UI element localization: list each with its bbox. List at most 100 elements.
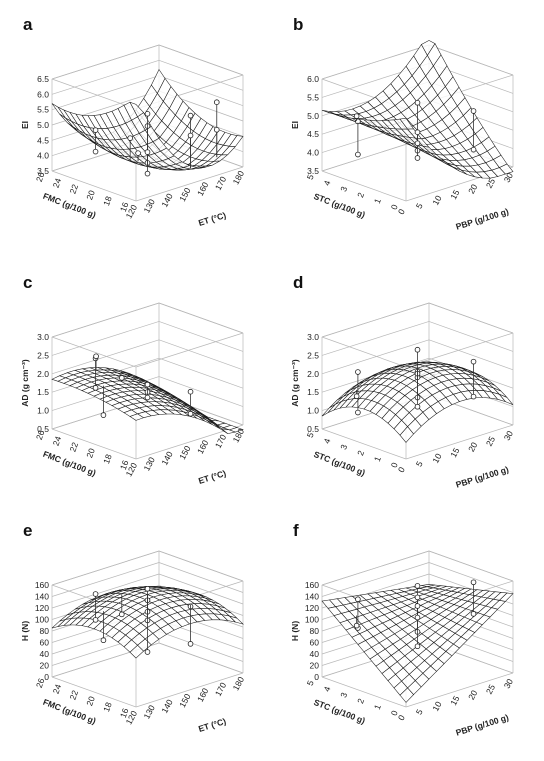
- surface-cell: [499, 394, 514, 406]
- x-tick-label: 160: [195, 180, 211, 197]
- box-edge: [158, 302, 244, 334]
- box-edge: [428, 550, 514, 582]
- z-tick-label: 4.5: [307, 129, 319, 139]
- data-point: [187, 410, 194, 417]
- data-point: [414, 583, 421, 589]
- z-tick-label: 0: [314, 672, 319, 682]
- side-gridline: [158, 75, 244, 106]
- x-tick-label: 20: [466, 440, 479, 453]
- z-axis-label: EI: [290, 121, 300, 129]
- x-tick-label: 30: [502, 429, 515, 442]
- z-tick-label: 20: [40, 661, 50, 671]
- box-edge: [51, 44, 160, 80]
- side-gridline: [158, 376, 244, 407]
- y-tick-label: 5: [305, 431, 316, 439]
- back-gridline: [51, 59, 160, 95]
- box-edge: [405, 424, 514, 460]
- x-axis-label: ET (°C): [197, 210, 227, 228]
- chart-panel-d: 0.51.01.52.02.53.005 10 15 20 25 30012345PBP …: [290, 273, 515, 490]
- data-point: [187, 132, 194, 139]
- data-points: [353, 99, 477, 161]
- box-edge: [158, 44, 244, 76]
- data-point: [355, 369, 361, 375]
- y-tick-label: 18: [101, 453, 114, 466]
- z-tick-label: 3.5: [37, 166, 49, 176]
- data-point: [355, 596, 361, 603]
- x-tick-label: 30: [502, 677, 515, 690]
- back-gridline: [321, 321, 430, 356]
- panel-letter: e: [23, 521, 32, 540]
- z-tick-label: 100: [305, 615, 319, 625]
- x-tick-label: 5: [414, 707, 425, 716]
- data-point: [353, 113, 360, 119]
- x-tick-label: 5: [414, 201, 425, 210]
- x-axis-label: PBP (g/100 g): [455, 712, 510, 738]
- y-tick-label: 0: [389, 203, 400, 211]
- z-tick-label: 0.5: [37, 424, 49, 434]
- data-point: [144, 149, 151, 155]
- x-tick-label: 20: [466, 182, 479, 195]
- box-edge: [51, 676, 137, 708]
- panel-letter: b: [293, 15, 303, 34]
- x-tick-label: 25: [484, 435, 497, 448]
- box-edge: [51, 336, 137, 368]
- surface-cell: [228, 427, 244, 433]
- data-point: [187, 641, 194, 647]
- y-tick-label: 20: [84, 447, 97, 460]
- box-edge: [51, 302, 160, 338]
- box-edge: [321, 676, 407, 708]
- z-tick-label: 3.5: [307, 166, 319, 176]
- panel-letter: c: [23, 273, 32, 292]
- y-tick-label: 24: [51, 177, 64, 190]
- back-gridline: [51, 321, 160, 356]
- response-surface: [321, 584, 514, 703]
- data-point: [187, 388, 194, 395]
- data-point: [187, 112, 194, 119]
- x-tick-label: 30: [502, 171, 515, 184]
- data-point: [355, 409, 361, 416]
- box-edge: [321, 550, 430, 586]
- data-point: [213, 127, 220, 133]
- x-tick-label: 10: [430, 452, 443, 465]
- box-edge: [321, 302, 430, 338]
- y-tick-label: 24: [51, 435, 64, 448]
- data-point: [414, 614, 421, 621]
- box-edge: [158, 642, 244, 674]
- x-tick-label: 5: [414, 459, 425, 468]
- back-gridline: [321, 339, 430, 375]
- data-point: [144, 381, 151, 388]
- box-edge: [428, 302, 514, 334]
- z-tick-label: 160: [35, 580, 49, 590]
- z-tick-label: 6.0: [37, 89, 49, 99]
- data-point: [470, 108, 477, 114]
- x-tick-label: 15: [448, 446, 461, 459]
- x-tick-label: 130: [141, 703, 157, 720]
- data-point: [93, 353, 99, 360]
- z-tick-label: 2.0: [307, 369, 319, 379]
- y-tick-label: 2: [355, 697, 366, 705]
- back-gridline: [51, 339, 160, 375]
- z-tick-label: 1.5: [37, 387, 49, 397]
- side-gridline: [158, 339, 244, 371]
- data-point: [92, 617, 99, 623]
- y-tick-label: 0: [389, 709, 400, 717]
- x-axis-label: PBP (g/100 g): [455, 464, 510, 490]
- data-point: [92, 385, 99, 391]
- surface-cell: [498, 163, 514, 175]
- z-tick-label: 60: [40, 638, 50, 648]
- data-point: [353, 622, 360, 629]
- data-point: [353, 393, 360, 400]
- x-tick-label: 25: [484, 683, 497, 696]
- box-edge: [321, 170, 407, 202]
- box-edge: [135, 332, 244, 368]
- z-tick-label: 4.0: [37, 151, 49, 161]
- z-tick-label: 40: [310, 649, 320, 659]
- z-tick-label: 5.5: [37, 105, 49, 115]
- box-edge: [158, 550, 244, 582]
- box-edge: [51, 78, 137, 110]
- data-point: [100, 412, 107, 418]
